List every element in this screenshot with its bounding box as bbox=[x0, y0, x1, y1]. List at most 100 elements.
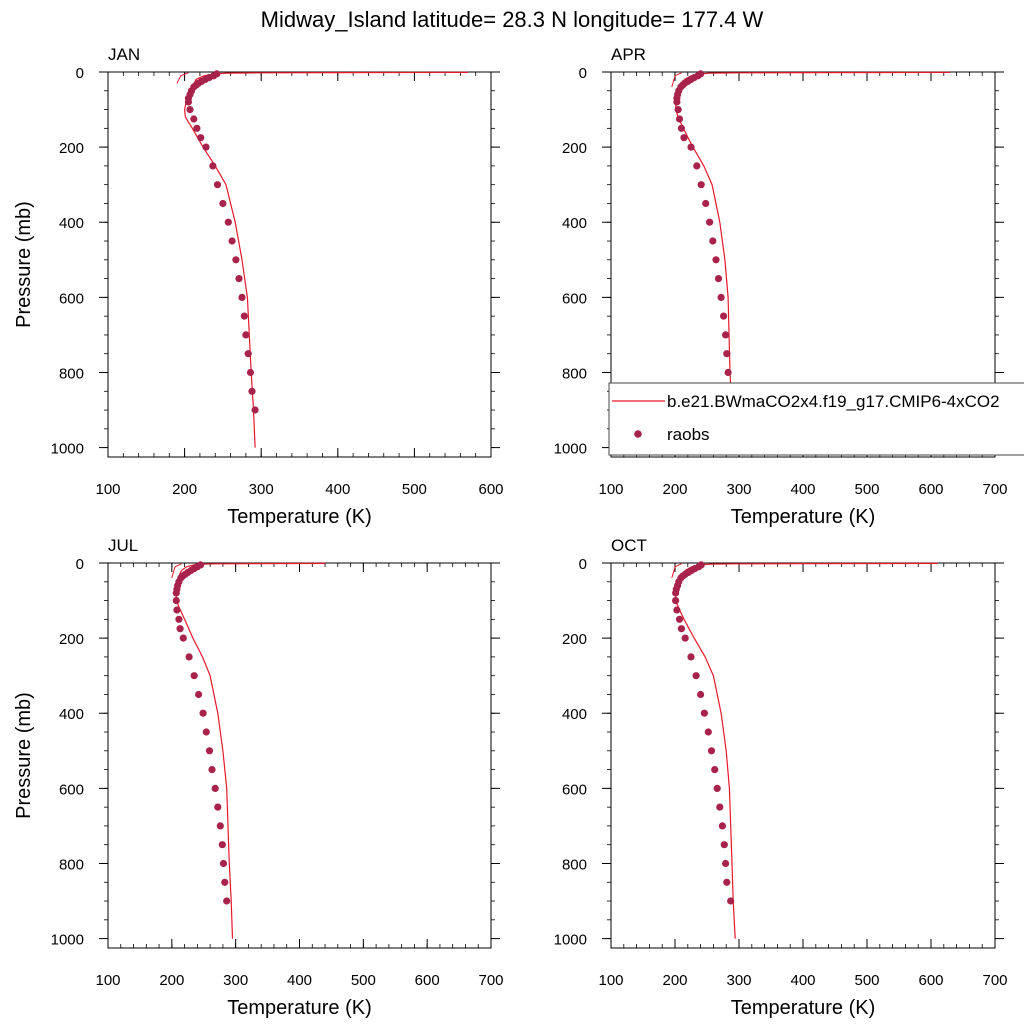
y-tick-label: 1000 bbox=[51, 932, 84, 949]
obs-point bbox=[687, 143, 695, 151]
obs-point bbox=[179, 634, 187, 642]
x-tick-label: 300 bbox=[726, 481, 751, 498]
model-upper-branch-line bbox=[671, 563, 682, 579]
obs-point bbox=[176, 625, 184, 633]
obs-point bbox=[213, 181, 222, 189]
y-tick-label: 200 bbox=[562, 631, 587, 648]
obs-point bbox=[712, 256, 720, 264]
y-tick-label: 200 bbox=[59, 631, 84, 648]
panel-title: APR bbox=[611, 45, 646, 64]
chart-panel-jan: JAN 100 200 300 400 500 600 0 200 400 600 800 1000 Te… bbox=[13, 45, 504, 528]
x-tick-label: 600 bbox=[415, 972, 440, 989]
obs-point bbox=[209, 162, 217, 170]
obs-point bbox=[697, 690, 705, 699]
x-tick-label: 700 bbox=[982, 972, 1007, 989]
obs-point bbox=[197, 134, 205, 142]
x-tick-label: 500 bbox=[854, 481, 879, 498]
plot-frame bbox=[107, 562, 492, 949]
obs-point bbox=[228, 237, 236, 245]
obs-point bbox=[173, 606, 181, 614]
x-axis-label: Temperature (K) bbox=[731, 997, 876, 1019]
x-tick-label: 400 bbox=[790, 481, 815, 498]
obs-point bbox=[717, 293, 725, 301]
obs-point bbox=[727, 897, 735, 905]
obs-point bbox=[175, 615, 183, 623]
x-tick-label: 700 bbox=[982, 481, 1007, 498]
obs-point bbox=[219, 199, 227, 208]
obs-point bbox=[185, 653, 193, 661]
obs-point bbox=[713, 784, 721, 793]
y-tick-label: 1000 bbox=[554, 441, 587, 458]
x-tick-label: 200 bbox=[662, 481, 687, 498]
x-tick-label: 600 bbox=[478, 481, 503, 498]
obs-point bbox=[673, 98, 681, 106]
legend: b.e21.BWmaCO2x4.f19_g17.CMIP6-4xCO2 raob… bbox=[608, 382, 1024, 456]
x-tick-label: 400 bbox=[287, 972, 312, 989]
x-tick-label: 400 bbox=[790, 972, 815, 989]
x-tick-label: 400 bbox=[325, 481, 350, 498]
x-tick-label: 200 bbox=[159, 972, 184, 989]
obs-point bbox=[199, 709, 207, 717]
x-axis-label: Temperature (K) bbox=[227, 506, 372, 528]
y-tick-label: 800 bbox=[59, 856, 84, 873]
obs-point bbox=[707, 747, 716, 755]
x-tick-label: 500 bbox=[402, 481, 427, 498]
obs-point bbox=[246, 368, 255, 377]
obs-point bbox=[251, 406, 259, 414]
y-tick-label: 800 bbox=[562, 365, 587, 382]
obs-point bbox=[674, 106, 682, 114]
model-upper-branch-line bbox=[671, 72, 682, 88]
obs-point bbox=[714, 275, 723, 283]
chart-panel-apr: APR 100 200 300 400 500 600 700 0 200 400 600 800 100… bbox=[554, 45, 1008, 528]
y-tick-label: 1000 bbox=[554, 932, 587, 949]
x-tick-label: 300 bbox=[726, 972, 751, 989]
series-group bbox=[176, 70, 469, 448]
y-tick-label: 800 bbox=[59, 365, 84, 382]
y-tick-label: 0 bbox=[579, 556, 587, 573]
y-tick-label: 200 bbox=[562, 140, 587, 157]
legend-model-label: b.e21.BWmaCO2x4.f19_g17.CMIP6-4xCO2 bbox=[667, 392, 1000, 411]
obs-point bbox=[240, 312, 248, 320]
obs-point bbox=[724, 368, 732, 377]
obs-point bbox=[186, 106, 194, 114]
obs-point bbox=[223, 897, 231, 905]
y-axis-label: Pressure (mb) bbox=[13, 692, 35, 819]
x-tick-label: 100 bbox=[598, 972, 623, 989]
model-series-line bbox=[175, 562, 326, 939]
y-tick-label: 200 bbox=[59, 140, 84, 157]
series-group bbox=[171, 561, 326, 939]
obs-point bbox=[677, 625, 686, 633]
x-tick-label: 600 bbox=[918, 972, 943, 989]
panel-title: JUL bbox=[108, 536, 138, 555]
obs-point bbox=[195, 690, 203, 699]
x-tick-label: 200 bbox=[662, 972, 687, 989]
obs-point bbox=[706, 218, 714, 226]
chart-panel-jul: JUL 100 200 300 400 500 600 700 0 200 400 600 800 100… bbox=[13, 536, 504, 1019]
x-tick-label: 200 bbox=[172, 481, 197, 498]
obs-point bbox=[232, 256, 240, 264]
obs-point bbox=[709, 237, 717, 245]
obs-point bbox=[672, 597, 680, 605]
obs-point bbox=[235, 275, 243, 283]
legend-obs-label: raobs bbox=[667, 425, 710, 444]
y-tick-label: 1000 bbox=[51, 441, 84, 458]
obs-point bbox=[711, 766, 719, 774]
obs-point bbox=[214, 803, 222, 811]
y-tick-label: 600 bbox=[562, 290, 587, 307]
obs-point bbox=[205, 747, 214, 755]
obs-point bbox=[681, 634, 689, 642]
obs-point bbox=[720, 841, 728, 849]
x-tick-label: 300 bbox=[223, 972, 248, 989]
obs-point bbox=[673, 606, 681, 614]
obs-point bbox=[722, 859, 730, 868]
x-tick-label: 700 bbox=[478, 972, 503, 989]
y-tick-label: 800 bbox=[562, 856, 587, 873]
obs-point bbox=[680, 134, 688, 142]
obs-point bbox=[248, 387, 256, 395]
y-tick-label: 400 bbox=[59, 215, 84, 232]
obs-point bbox=[697, 181, 705, 189]
obs-point bbox=[722, 331, 730, 339]
obs-point bbox=[720, 312, 728, 320]
x-tick-label: 100 bbox=[95, 972, 120, 989]
